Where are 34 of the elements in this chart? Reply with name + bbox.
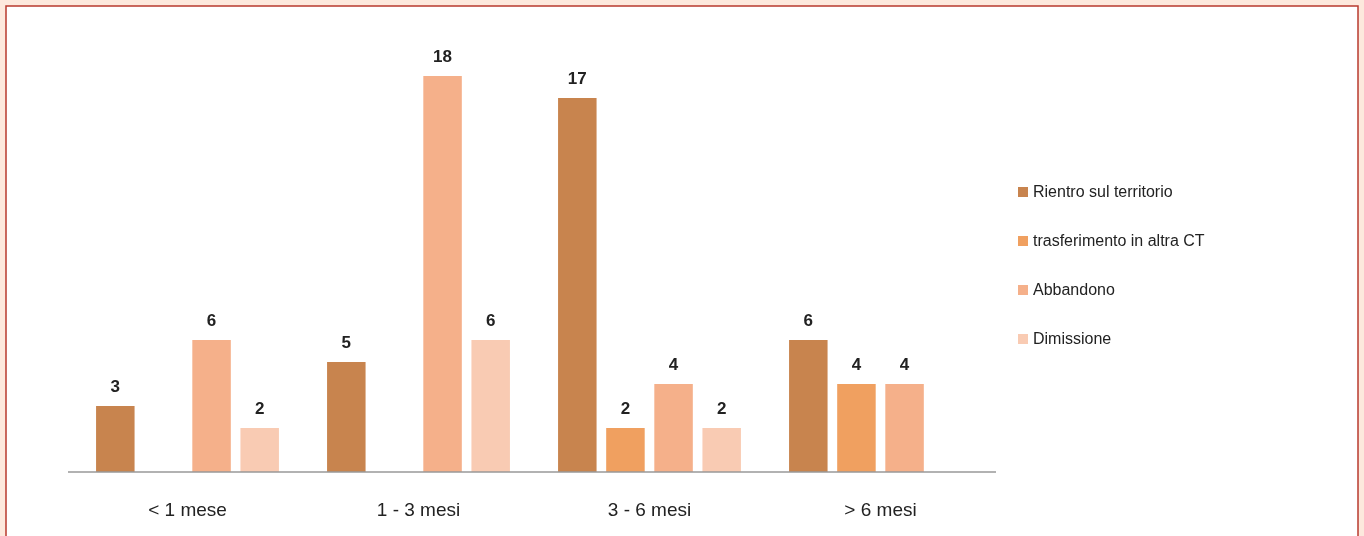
data-label: 4 — [668, 355, 679, 374]
bar — [240, 428, 279, 472]
x-tick-label: < 1 mese — [148, 499, 227, 520]
x-tick-label: > 6 mesi — [844, 499, 917, 520]
data-label: 2 — [254, 399, 265, 418]
data-label: 17 — [567, 69, 587, 88]
data-label: 5 — [341, 333, 352, 352]
bar — [471, 340, 510, 472]
data-label: 4 — [851, 355, 862, 374]
legend-label: Dimissione — [1033, 330, 1112, 347]
bar — [702, 428, 741, 472]
data-label: 2 — [716, 399, 727, 418]
bar — [327, 362, 366, 472]
bar — [654, 384, 693, 472]
legend-label: Rientro sul territorio — [1033, 183, 1173, 200]
bar — [789, 340, 828, 472]
data-label: 4 — [899, 355, 910, 374]
data-label: 3 — [110, 377, 121, 396]
legend-label: trasferimento in altra CT — [1033, 232, 1205, 249]
legend-label: Abbandono — [1033, 281, 1115, 298]
bar — [606, 428, 645, 472]
bar — [837, 384, 876, 472]
bar — [558, 98, 597, 472]
data-label: 6 — [206, 311, 217, 330]
bar — [423, 76, 462, 472]
data-label: 6 — [803, 311, 814, 330]
bar — [96, 406, 135, 472]
data-label: 2 — [620, 399, 631, 418]
data-label: 18 — [433, 47, 453, 66]
bar — [885, 384, 924, 472]
x-tick-label: 3 - 6 mesi — [607, 499, 692, 520]
x-tick-label: 1 - 3 mesi — [376, 499, 461, 520]
bar — [192, 340, 231, 472]
data-label: 6 — [485, 311, 496, 330]
